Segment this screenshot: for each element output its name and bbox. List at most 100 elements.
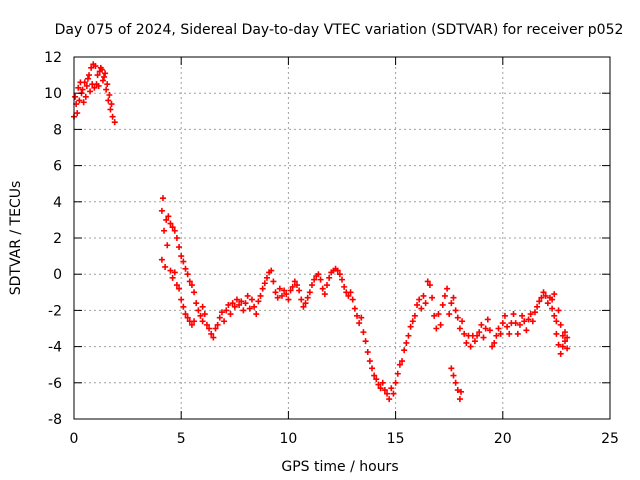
data-point [199, 318, 206, 325]
data-point [435, 311, 442, 318]
data-point [75, 84, 82, 91]
data-point [99, 77, 106, 84]
data-point [80, 99, 87, 106]
data-point [354, 312, 361, 319]
data-point [188, 321, 195, 328]
data-point [291, 278, 298, 285]
data-point [549, 296, 556, 303]
data-point [519, 312, 526, 319]
data-point [486, 327, 493, 334]
y-tick-label: 0 [53, 267, 62, 283]
y-tick-label: 6 [53, 159, 62, 175]
x-axis-label: GPS time / hours [281, 459, 398, 475]
data-point [553, 330, 560, 337]
data-point [101, 73, 108, 80]
data-point [390, 390, 397, 397]
data-point [356, 320, 363, 327]
data-point [87, 88, 94, 95]
data-point [240, 307, 247, 314]
data-point [159, 195, 166, 202]
y-tick-label: 12 [44, 50, 62, 66]
data-point [450, 372, 457, 379]
data-point [396, 361, 403, 368]
data-point [478, 321, 485, 328]
data-point [426, 282, 433, 289]
data-point [525, 316, 532, 323]
data-point [184, 314, 191, 321]
data-point [105, 97, 112, 104]
data-point [437, 321, 444, 328]
data-point [345, 292, 352, 299]
data-point [506, 330, 513, 337]
data-point [534, 303, 541, 310]
data-point [341, 283, 348, 290]
data-point [197, 312, 204, 319]
data-point [559, 332, 566, 339]
x-tick-label: 25 [601, 431, 619, 447]
data-point [169, 224, 176, 231]
x-tick-label: 5 [177, 431, 186, 447]
data-point [104, 81, 111, 88]
data-point [456, 325, 463, 332]
data-point [180, 258, 187, 265]
data-point [233, 296, 240, 303]
data-point [452, 379, 459, 386]
data-point [489, 343, 496, 350]
data-point [167, 220, 174, 227]
data-point [540, 289, 547, 296]
data-point [182, 311, 189, 318]
data-point [287, 287, 294, 294]
data-point [448, 300, 455, 307]
data-point [244, 292, 251, 299]
data-point [411, 312, 418, 319]
data-point [210, 334, 217, 341]
data-point [555, 307, 562, 314]
data-point [88, 64, 95, 71]
grid-lines [74, 57, 610, 419]
data-point [459, 318, 466, 325]
data-point [278, 292, 285, 299]
data-point [384, 390, 391, 397]
data-point [106, 92, 113, 99]
data-point [253, 311, 260, 318]
data-point [102, 70, 109, 77]
data-point [165, 213, 172, 220]
data-point [521, 318, 528, 325]
data-point [171, 227, 178, 234]
data-point [203, 321, 210, 328]
data-point [416, 296, 423, 303]
data-point [351, 305, 358, 312]
data-point [388, 385, 395, 392]
data-point [377, 385, 384, 392]
y-tick-label: 10 [44, 86, 62, 102]
data-point [564, 345, 571, 352]
data-point [433, 325, 440, 332]
data-point [191, 318, 198, 325]
data-point [270, 278, 277, 285]
data-point [371, 372, 378, 379]
data-point [158, 256, 165, 263]
data-point [319, 285, 326, 292]
data-point [450, 294, 457, 301]
data-point [227, 311, 234, 318]
data-point [281, 287, 288, 294]
data-point [246, 305, 253, 312]
data-point [296, 287, 303, 294]
data-point [95, 82, 102, 89]
data-point [523, 327, 530, 334]
data-point [315, 271, 322, 278]
data-point [401, 347, 408, 354]
data-point [218, 309, 225, 316]
data-point [182, 265, 189, 272]
data-point [326, 274, 333, 281]
data-point [231, 303, 238, 310]
data-point [549, 305, 556, 312]
data-point [512, 320, 519, 327]
data-point [223, 307, 230, 314]
data-point [491, 339, 498, 346]
data-point [178, 253, 185, 260]
data-point [248, 296, 255, 303]
data-point [195, 307, 202, 314]
data-point [193, 300, 200, 307]
data-point [84, 75, 91, 82]
